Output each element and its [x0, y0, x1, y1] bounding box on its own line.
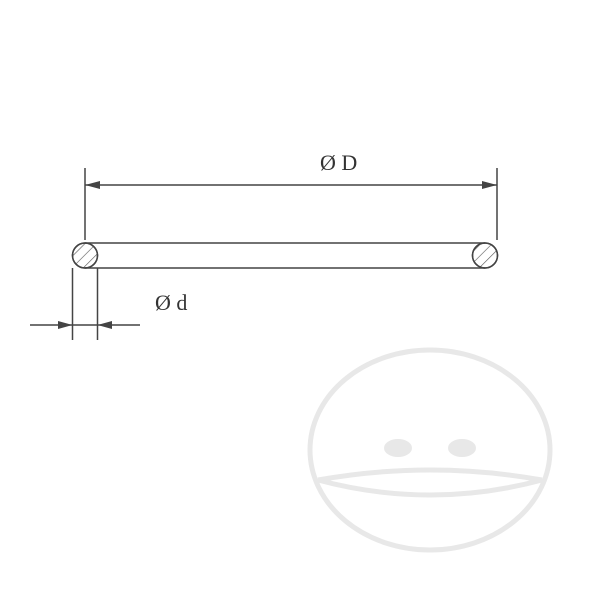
dimension-label-d: Ø d [155, 290, 187, 316]
engineering-drawing [0, 0, 600, 600]
dimension-label-D: Ø D [320, 150, 357, 176]
diagram-canvas: Ø D Ø d [0, 0, 600, 600]
